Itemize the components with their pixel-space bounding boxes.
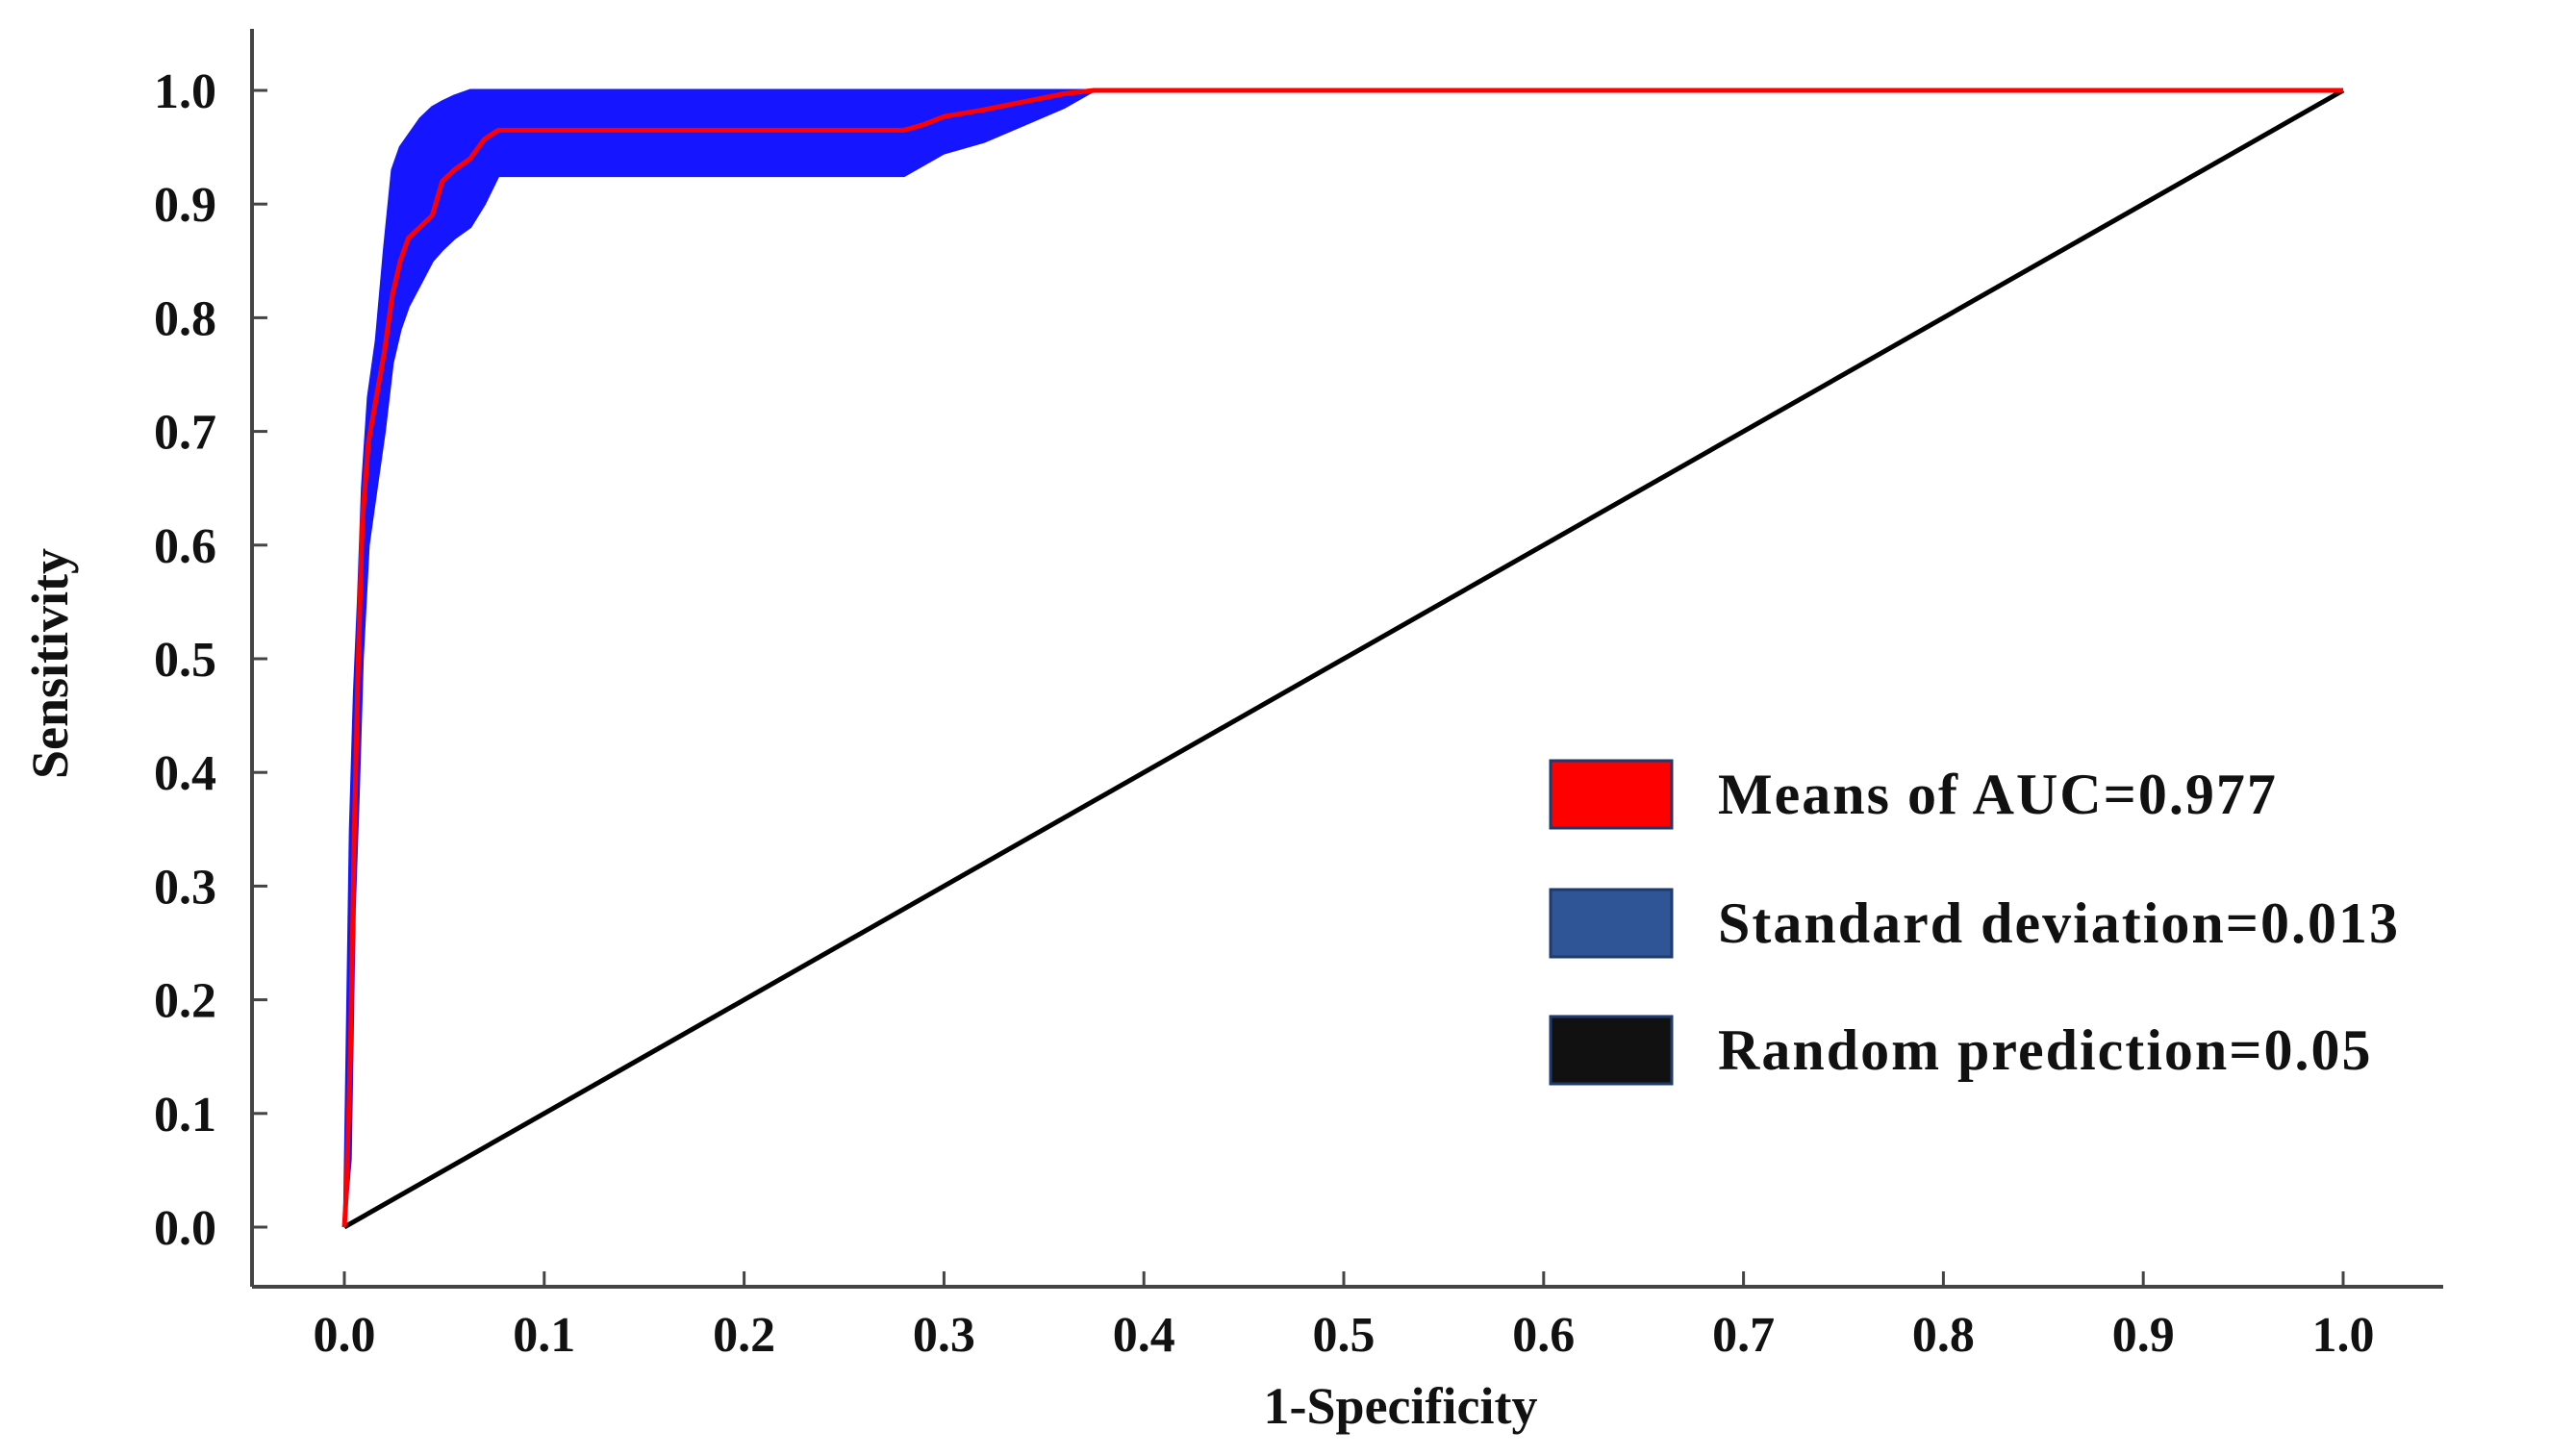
y-tick-label: 0.5 xyxy=(154,633,216,688)
x-tick-label: 0.6 xyxy=(1512,1308,1575,1363)
mean-roc-line xyxy=(341,88,2343,1228)
legend-swatch xyxy=(1549,759,1674,830)
y-axis-title: Sensitivity xyxy=(21,548,79,779)
x-tick-label: 0.1 xyxy=(513,1308,575,1363)
y-tick-label: 0.6 xyxy=(154,519,216,574)
y-axis-ticks: 0.0 0.1 0.2 0.3 0.4 0.5 0.6 0.7 0.8 0.9 1.0 xyxy=(154,64,267,1256)
legend-label: Means of AUC=0.977 xyxy=(1718,763,2278,826)
y-tick-label: 0.8 xyxy=(154,291,216,346)
x-axis-title: 1-Specificity xyxy=(1264,1377,1538,1435)
legend-label: Standard deviation=0.013 xyxy=(1718,891,2400,955)
x-tick-label: 0.9 xyxy=(2112,1308,2175,1363)
x-tick-label: 0.3 xyxy=(913,1308,975,1363)
x-tick-label: 1.0 xyxy=(2312,1308,2375,1363)
legend-label: Random prediction=0.05 xyxy=(1718,1018,2372,1082)
legend-swatch xyxy=(1549,1015,1674,1086)
plot-area xyxy=(341,88,2345,1230)
y-tick-label: 0.3 xyxy=(154,860,216,915)
std-deviation-band xyxy=(342,88,2343,1228)
x-tick-label: 0.8 xyxy=(1912,1308,1975,1363)
y-tick-label: 0.7 xyxy=(154,406,216,461)
y-tick-label: 0.4 xyxy=(154,746,216,801)
y-tick-label: 0.2 xyxy=(154,974,216,1029)
legend-swatch xyxy=(1549,888,1674,959)
x-axis-ticks: 0.0 0.1 0.2 0.3 0.4 0.5 0.6 0.7 0.8 0.9 1.0 xyxy=(314,1271,2375,1363)
y-tick-label: 0.9 xyxy=(154,178,216,233)
x-tick-label: 0.7 xyxy=(1712,1308,1775,1363)
x-tick-label: 0.0 xyxy=(314,1308,376,1363)
y-tick-label: 0.1 xyxy=(154,1088,216,1142)
x-tick-label: 0.4 xyxy=(1113,1308,1175,1363)
x-tick-label: 0.5 xyxy=(1313,1308,1375,1363)
y-tick-label: 0.0 xyxy=(154,1201,216,1256)
random-prediction-line xyxy=(342,88,2345,1230)
y-tick-label: 1.0 xyxy=(154,64,216,119)
x-tick-label: 0.2 xyxy=(713,1308,775,1363)
legend: Means of AUC=0.977 Standard deviation=0.0… xyxy=(1549,759,2400,1086)
